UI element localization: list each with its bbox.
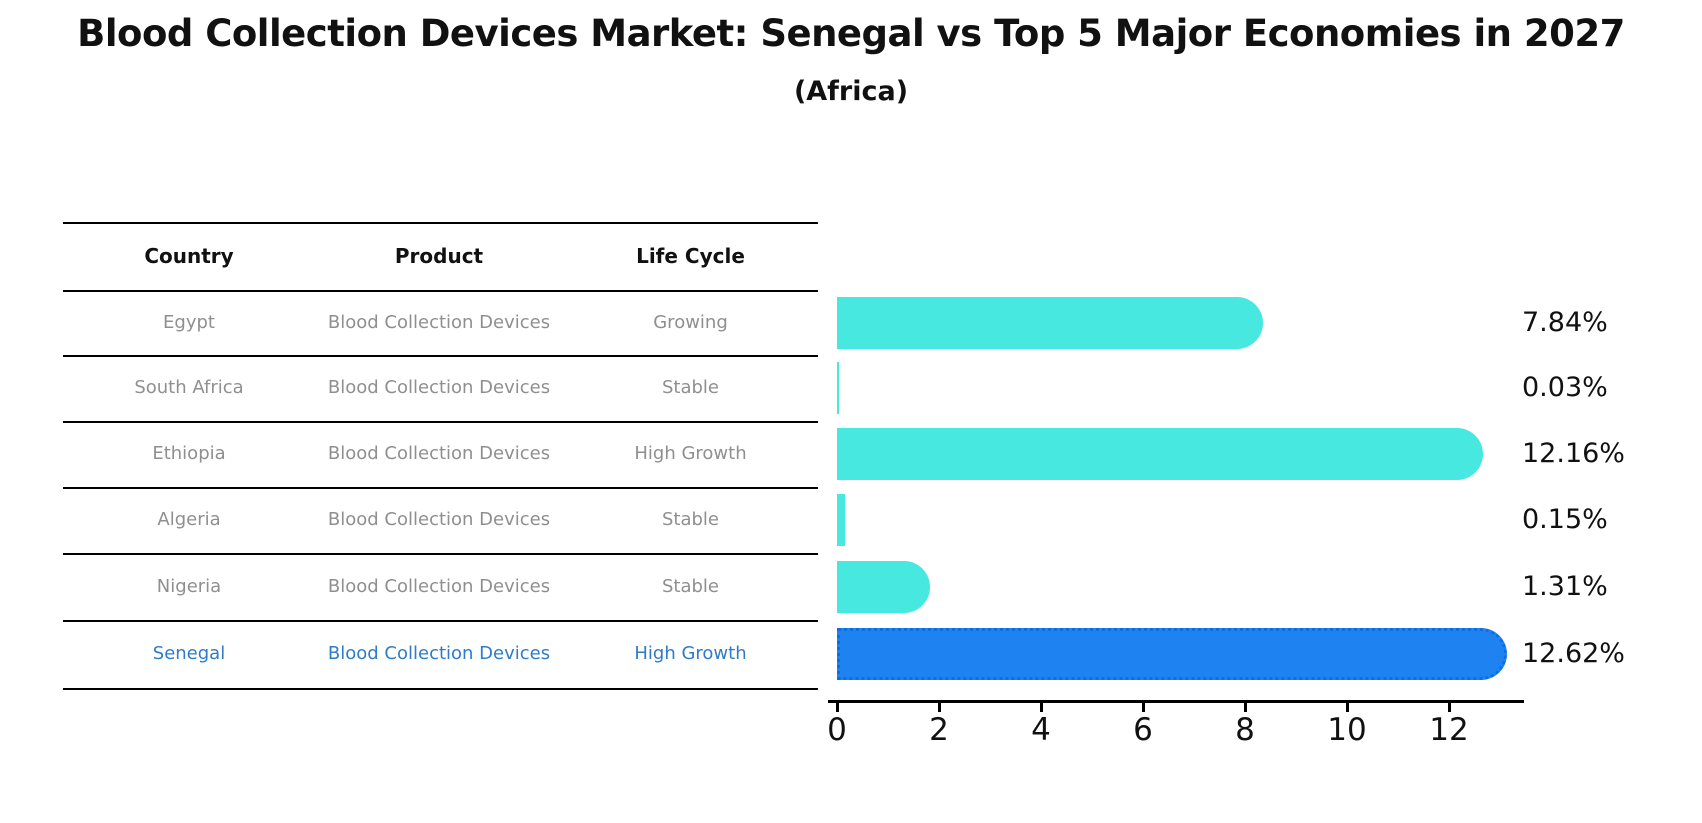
bar-senegal	[837, 628, 1507, 680]
bar-value-label: 0.03%	[1522, 372, 1608, 403]
country-cell: Nigeria	[156, 576, 222, 597]
product-cell: Blood Collection Devices	[327, 509, 551, 530]
product-cell: Blood Collection Devices	[327, 377, 551, 398]
bar-ethiopia	[837, 428, 1484, 480]
table-rule	[63, 290, 818, 292]
product-cell: Blood Collection Devices	[327, 312, 551, 333]
life-cycle-cell: High Growth	[634, 643, 747, 664]
table-row-algeria: Algeria Blood Collection Devices Stable	[0, 487, 818, 553]
table-rule	[63, 688, 818, 690]
x-axis-tick	[1142, 701, 1145, 712]
x-axis-tick	[1346, 701, 1349, 712]
country-cell: Egypt	[163, 312, 215, 333]
bar-value-label: 1.31%	[1522, 570, 1608, 602]
column-header-country: Country	[144, 244, 234, 268]
x-axis-tick-label: 6	[1133, 712, 1153, 748]
table-row-senegal: Senegal Blood Collection Devices High Gr…	[0, 620, 818, 688]
chart-title: Blood Collection Devices Market: Senegal…	[77, 12, 1625, 55]
life-cycle-cell: Growing	[653, 312, 728, 333]
bar-nigeria	[837, 560, 930, 613]
table-row-ethiopia: Ethiopia Blood Collection Devices High G…	[0, 421, 818, 487]
country-cell: South Africa	[134, 377, 244, 398]
x-axis-tick-label: 2	[929, 712, 949, 748]
bar-algeria	[837, 494, 845, 546]
x-axis-tick-label: 10	[1327, 712, 1367, 748]
column-header-life-cycle: Life Cycle	[636, 244, 745, 268]
table-rule	[63, 222, 818, 224]
table-rule	[63, 487, 818, 489]
table-header-row: Country Product Life Cycle	[0, 222, 818, 290]
bar-value-label: 0.15%	[1522, 504, 1608, 535]
x-axis-tick	[1448, 701, 1451, 712]
column-header-product: Product	[394, 244, 484, 268]
x-axis-tick	[938, 701, 941, 712]
table-row-south-africa: South Africa Blood Collection Devices St…	[0, 355, 818, 421]
life-cycle-cell: High Growth	[634, 443, 747, 464]
life-cycle-cell: Stable	[661, 576, 719, 597]
x-axis-line	[828, 700, 1524, 703]
chart-subtitle: (Africa)	[793, 76, 909, 107]
country-cell: Algeria	[157, 509, 221, 530]
life-cycle-cell: Stable	[661, 509, 719, 530]
x-axis-tick-label: 8	[1235, 712, 1255, 748]
bar-south-africa	[837, 362, 839, 414]
bar-value-label: 12.62%	[1522, 638, 1625, 669]
x-axis-tick	[836, 701, 839, 712]
bar-egypt	[837, 296, 1263, 349]
table-row-egypt: Egypt Blood Collection Devices Growing	[0, 290, 818, 355]
life-cycle-cell: Stable	[661, 377, 719, 398]
table-rule	[63, 553, 818, 555]
x-axis-tick	[1040, 701, 1043, 712]
product-cell: Blood Collection Devices	[327, 443, 551, 464]
country-cell: Senegal	[152, 643, 226, 664]
x-axis-tick	[1244, 701, 1247, 712]
table-rule	[63, 355, 818, 357]
bar-value-label: 7.84%	[1522, 306, 1608, 338]
product-cell: Blood Collection Devices	[327, 576, 551, 597]
x-axis-tick-label: 12	[1429, 712, 1469, 748]
table-rule	[63, 421, 818, 423]
bar-value-label: 12.16%	[1522, 438, 1625, 469]
table-rule	[63, 620, 818, 622]
x-axis-tick-label: 0	[827, 712, 847, 748]
product-cell: Blood Collection Devices	[327, 643, 551, 664]
x-axis-tick-label: 4	[1031, 712, 1051, 748]
table-row-nigeria: Nigeria Blood Collection Devices Stable	[0, 553, 818, 620]
country-cell: Ethiopia	[152, 443, 226, 464]
